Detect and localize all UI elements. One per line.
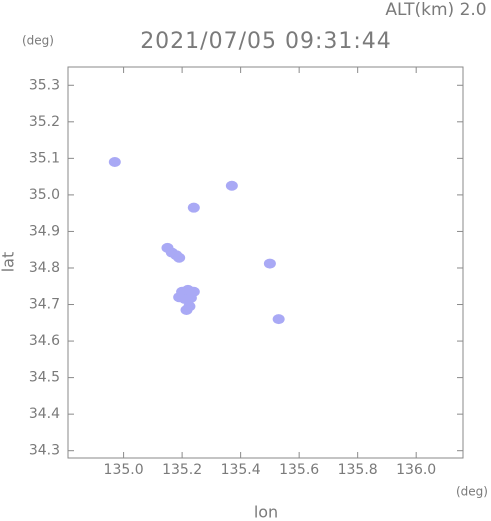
x-tick-label: 135.8 — [338, 462, 378, 478]
y-tick-label: 35.2 — [29, 114, 60, 130]
y-tick-label: 34.3 — [29, 443, 60, 459]
echo-point — [263, 258, 276, 269]
y-tick-label: 34.5 — [29, 370, 60, 386]
echo-point — [225, 180, 238, 191]
y-tick-label: 35.1 — [29, 150, 60, 166]
y-tick-label: 35.0 — [29, 187, 60, 203]
echo-point — [184, 292, 197, 303]
x-unit: (deg) — [456, 485, 488, 499]
x-axis-label: lon — [254, 503, 278, 521]
echo-point — [173, 252, 186, 263]
x-tick-label: 135.0 — [104, 462, 144, 478]
x-tick-label: 135.6 — [279, 462, 319, 478]
x-tick-label: 136.0 — [396, 462, 436, 478]
x-tick-label: 135.2 — [162, 462, 202, 478]
y-tick-label: 34.4 — [29, 406, 60, 422]
y-tick-label: 35.3 — [29, 77, 60, 93]
y-tick-label: 34.8 — [29, 260, 60, 276]
echo-point — [180, 305, 193, 316]
y-tick-label: 34.7 — [29, 297, 60, 313]
chart-subtitle: ALT(km) 2.0 — [385, 0, 486, 20]
y-axis-label: lat — [0, 252, 18, 273]
x-tick-label: 135.4 — [221, 462, 261, 478]
y-unit: (deg) — [22, 34, 54, 48]
echo-point — [187, 202, 200, 213]
chart-title: 2021/07/05 09:31:44 — [140, 29, 392, 54]
y-tick-label: 34.6 — [29, 333, 60, 349]
plot-frame — [67, 66, 464, 459]
echo-point — [272, 314, 285, 325]
echo-point — [108, 157, 121, 168]
y-tick-label: 34.9 — [29, 223, 60, 239]
